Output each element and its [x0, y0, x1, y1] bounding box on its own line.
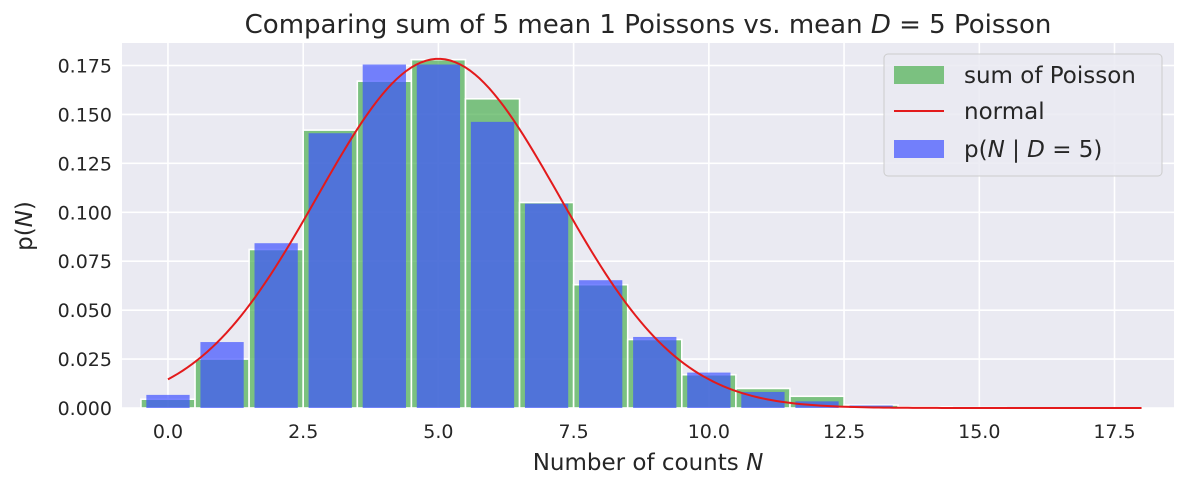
y-tick-label: 0.125 [58, 153, 112, 175]
poisson-d5-bar [308, 133, 352, 408]
poisson-d5-bar [254, 243, 298, 408]
legend-label-normal: normal [964, 99, 1045, 125]
poisson-d5-bar [524, 203, 569, 408]
x-tick-label: 2.5 [288, 421, 318, 443]
poisson-d5-bar [200, 342, 244, 408]
y-axis-label: p(N) [12, 201, 38, 251]
x-tick-label: 12.5 [823, 421, 865, 443]
legend: sum of Poisson normal p(N | D = 5) [883, 53, 1163, 177]
poisson-d5-bar [146, 394, 190, 408]
chart-title: Comparing sum of 5 mean 1 Poissons vs. m… [245, 10, 1052, 40]
y-tick-labels: 0.000 0.025 0.050 0.075 0.100 0.125 0.150 0.175 [58, 56, 112, 420]
poisson-d5-bar [416, 64, 461, 409]
poisson-d5-bar [633, 336, 677, 408]
y-tick-label: 0.000 [58, 398, 112, 420]
y-tick-label: 0.100 [58, 202, 112, 224]
x-tick-label: 15.0 [958, 421, 1000, 443]
x-tick-label: 0.0 [153, 421, 183, 443]
x-tick-label: 5.0 [423, 421, 453, 443]
y-tick-label: 0.050 [58, 300, 112, 322]
legend-swatch-sum-of-poisson [894, 66, 944, 84]
poisson-d5-bar [362, 64, 406, 409]
legend-box [883, 53, 1163, 177]
x-tick-label: 10.0 [688, 421, 730, 443]
y-tick-label: 0.025 [58, 349, 112, 371]
poisson-d5-bars [146, 64, 893, 409]
x-axis-label: Number of counts N [533, 450, 764, 476]
y-tick-label: 0.150 [58, 104, 112, 126]
poisson-d5-bar [579, 280, 623, 408]
legend-swatch-poisson-d5 [894, 140, 944, 158]
x-tick-labels: 0.0 2.5 5.0 7.5 10.0 12.5 15.0 17.5 [153, 421, 1136, 443]
x-tick-label: 17.5 [1093, 421, 1135, 443]
legend-label-sum-of-poisson: sum of Poisson [964, 63, 1136, 89]
y-tick-label: 0.175 [58, 56, 112, 78]
poisson-d5-bar [470, 121, 515, 409]
normal-curve-line [167, 57, 1142, 409]
x-tick-label: 7.5 [559, 421, 589, 443]
y-tick-label: 0.075 [58, 251, 112, 273]
legend-label-poisson-d5: p(N | D = 5) [964, 137, 1102, 163]
poisson-d5-bar [687, 372, 731, 408]
